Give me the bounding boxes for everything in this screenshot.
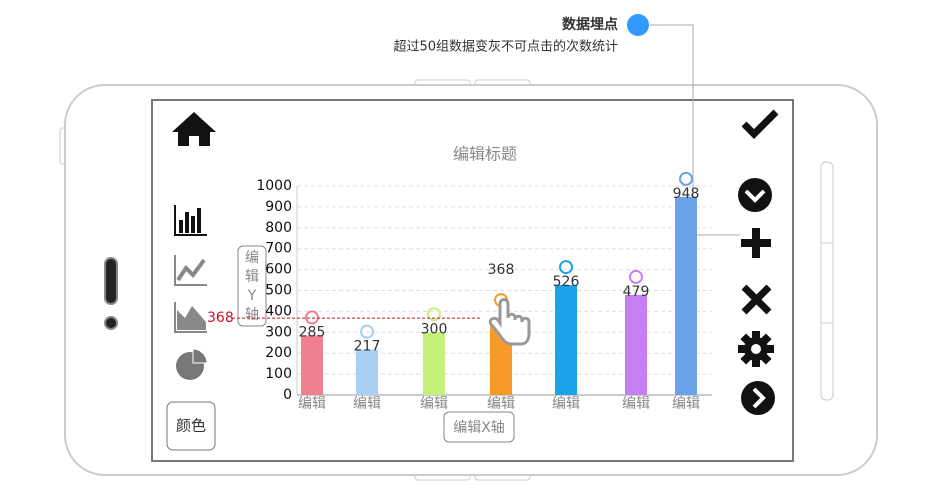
- y-tick-label: 500: [265, 283, 292, 299]
- gear-icon[interactable]: [738, 331, 774, 367]
- chevron-down-icon[interactable]: [738, 178, 772, 212]
- y-tick-label: 0: [283, 387, 292, 403]
- y-tick-label: 400: [265, 303, 292, 319]
- y-tick-label: 200: [265, 345, 292, 361]
- data-point-marker: [559, 260, 573, 275]
- bar: [675, 196, 697, 395]
- y-tick-label: 700: [265, 241, 292, 257]
- bar: [555, 285, 577, 395]
- y-tick-label: 800: [265, 220, 292, 236]
- x-tick-label: 编辑: [353, 396, 381, 412]
- data-point-marker: [679, 171, 693, 186]
- y-axis-label: 编辑 Y 轴: [245, 250, 259, 323]
- annotation-title: 数据埋点: [562, 16, 618, 33]
- line-chart-icon[interactable]: [174, 255, 207, 286]
- home-icon[interactable]: [172, 112, 216, 146]
- y-tick-label: 1000: [256, 178, 292, 194]
- color-button[interactable]: [166, 401, 216, 451]
- data-point-marker: [360, 324, 374, 339]
- y-tick-label: 900: [265, 199, 292, 215]
- value-label: 368: [488, 262, 515, 278]
- side-buttons: [820, 161, 834, 401]
- y-label-box: [237, 245, 267, 327]
- x-tick-label: 编辑: [672, 396, 700, 412]
- y-tick-label: 100: [265, 366, 292, 382]
- pie-chart-icon[interactable]: [176, 348, 208, 380]
- y-tick-label: 600: [265, 262, 292, 278]
- value-label: 217: [354, 339, 381, 355]
- speaker: [104, 257, 118, 305]
- x-tick-label: 编辑: [622, 396, 650, 412]
- value-label: 526: [553, 274, 580, 290]
- value-label: 285: [299, 324, 326, 340]
- value-label: 300: [421, 321, 448, 337]
- x-tick-label: 编辑: [552, 396, 580, 412]
- bar: [423, 332, 445, 395]
- check-icon[interactable]: [741, 109, 779, 139]
- connector: [650, 24, 740, 236]
- x-tick-label: 编辑: [420, 396, 448, 412]
- bar-chart-icon[interactable]: [174, 205, 207, 236]
- x-tick-label: 编辑: [298, 396, 326, 412]
- reference-label: 368: [207, 310, 234, 326]
- close-icon[interactable]: [741, 284, 772, 315]
- value-label: 948: [673, 186, 700, 202]
- data-point-marker: [305, 310, 319, 325]
- annotation-dot: [627, 14, 649, 36]
- bar: [625, 294, 647, 395]
- data-point-marker: [427, 307, 441, 322]
- value-label: 479: [623, 284, 650, 300]
- bar: [301, 335, 323, 395]
- color-button-label[interactable]: 颜色: [176, 417, 206, 435]
- bar: [356, 349, 378, 395]
- x-axis-label: 编辑X轴: [453, 420, 505, 436]
- x-tick-label: 编辑: [487, 396, 515, 412]
- x-label-box: [443, 411, 515, 443]
- plus-icon[interactable]: [741, 228, 771, 258]
- y-tick-label: 300: [265, 324, 292, 340]
- area-chart-icon[interactable]: [174, 302, 207, 333]
- chart-title: 编辑标题: [453, 145, 517, 164]
- annotation-text: 超过50组数据变灰不可点击的次数统计: [393, 39, 618, 55]
- chevron-right-icon[interactable]: [741, 381, 775, 415]
- camera: [104, 316, 118, 330]
- data-point-marker: [629, 269, 643, 284]
- hand-cursor: [488, 298, 531, 346]
